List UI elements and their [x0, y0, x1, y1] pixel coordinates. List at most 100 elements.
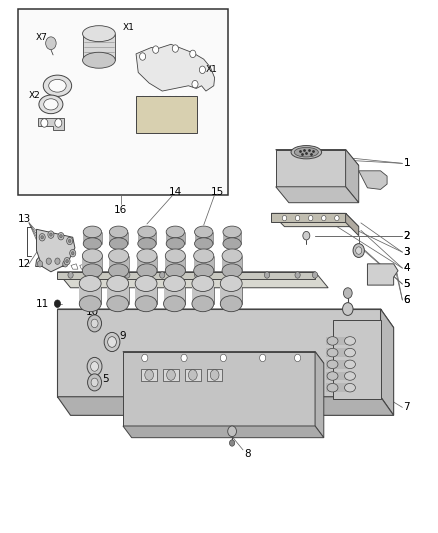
Text: 4: 4: [403, 263, 410, 273]
Polygon shape: [163, 368, 179, 381]
Text: 5: 5: [403, 279, 410, 289]
Ellipse shape: [83, 226, 102, 238]
Ellipse shape: [220, 296, 242, 312]
Polygon shape: [36, 229, 75, 272]
Polygon shape: [381, 309, 394, 415]
Polygon shape: [367, 264, 398, 285]
Polygon shape: [272, 213, 346, 222]
Ellipse shape: [192, 296, 214, 312]
Ellipse shape: [335, 215, 339, 221]
Text: X7: X7: [35, 34, 47, 43]
Ellipse shape: [79, 296, 101, 312]
Ellipse shape: [60, 235, 62, 238]
Polygon shape: [57, 272, 328, 288]
Polygon shape: [71, 264, 78, 269]
Ellipse shape: [44, 99, 58, 110]
Polygon shape: [220, 284, 242, 304]
Ellipse shape: [345, 372, 356, 380]
Ellipse shape: [91, 378, 98, 386]
Ellipse shape: [230, 272, 235, 278]
Polygon shape: [359, 171, 387, 189]
Text: 3: 3: [403, 247, 410, 257]
Polygon shape: [326, 360, 350, 368]
Ellipse shape: [295, 272, 300, 278]
Ellipse shape: [321, 215, 326, 221]
Ellipse shape: [228, 426, 237, 437]
Polygon shape: [107, 284, 129, 304]
Polygon shape: [38, 118, 64, 130]
Ellipse shape: [67, 237, 73, 245]
Ellipse shape: [152, 46, 159, 53]
Ellipse shape: [49, 79, 66, 92]
Ellipse shape: [82, 26, 115, 42]
Ellipse shape: [70, 249, 76, 257]
Text: 7: 7: [403, 402, 410, 413]
Polygon shape: [163, 284, 185, 304]
Text: X1: X1: [123, 23, 135, 32]
Ellipse shape: [91, 362, 99, 371]
Ellipse shape: [159, 272, 165, 278]
Ellipse shape: [181, 354, 187, 362]
Polygon shape: [35, 251, 68, 266]
Ellipse shape: [163, 276, 185, 292]
Ellipse shape: [345, 383, 356, 392]
Polygon shape: [315, 352, 324, 438]
Text: 1: 1: [403, 158, 410, 168]
Ellipse shape: [109, 249, 129, 263]
Polygon shape: [207, 368, 223, 381]
Ellipse shape: [283, 215, 287, 221]
Ellipse shape: [88, 374, 102, 391]
Text: 2: 2: [403, 231, 410, 241]
Text: 8: 8: [244, 449, 251, 458]
Polygon shape: [346, 150, 359, 203]
Ellipse shape: [345, 337, 356, 345]
Ellipse shape: [303, 231, 310, 240]
Ellipse shape: [210, 369, 219, 380]
Ellipse shape: [104, 333, 120, 352]
Text: 1: 1: [403, 158, 410, 168]
Ellipse shape: [83, 238, 102, 249]
Polygon shape: [57, 397, 394, 415]
Ellipse shape: [68, 272, 73, 278]
Ellipse shape: [188, 369, 197, 380]
Ellipse shape: [63, 261, 68, 267]
Ellipse shape: [41, 236, 43, 239]
Ellipse shape: [220, 276, 242, 292]
Ellipse shape: [260, 354, 266, 362]
Polygon shape: [123, 352, 315, 426]
Ellipse shape: [137, 264, 157, 278]
Polygon shape: [57, 309, 381, 397]
Polygon shape: [82, 256, 102, 271]
Ellipse shape: [135, 296, 157, 312]
Text: 5: 5: [102, 374, 109, 384]
Ellipse shape: [71, 252, 74, 255]
Ellipse shape: [110, 226, 128, 238]
Ellipse shape: [353, 244, 364, 257]
Ellipse shape: [109, 264, 129, 278]
Ellipse shape: [82, 52, 115, 68]
Ellipse shape: [110, 238, 128, 249]
Polygon shape: [326, 349, 350, 357]
Ellipse shape: [46, 37, 56, 50]
Ellipse shape: [165, 264, 185, 278]
Text: 6: 6: [403, 295, 410, 305]
Ellipse shape: [294, 354, 300, 362]
Ellipse shape: [312, 272, 318, 278]
Text: 9: 9: [120, 330, 126, 341]
Ellipse shape: [55, 119, 62, 127]
Ellipse shape: [222, 249, 242, 263]
Ellipse shape: [87, 358, 102, 375]
Polygon shape: [83, 232, 102, 244]
Ellipse shape: [107, 296, 129, 312]
Ellipse shape: [222, 264, 242, 278]
Text: 16: 16: [114, 205, 127, 215]
Ellipse shape: [135, 276, 157, 292]
Polygon shape: [192, 284, 214, 304]
Text: 15: 15: [211, 187, 224, 197]
Ellipse shape: [94, 272, 99, 278]
Ellipse shape: [37, 261, 42, 267]
Polygon shape: [272, 213, 359, 227]
Text: 14: 14: [169, 187, 182, 197]
Ellipse shape: [327, 360, 338, 368]
Ellipse shape: [46, 258, 51, 264]
